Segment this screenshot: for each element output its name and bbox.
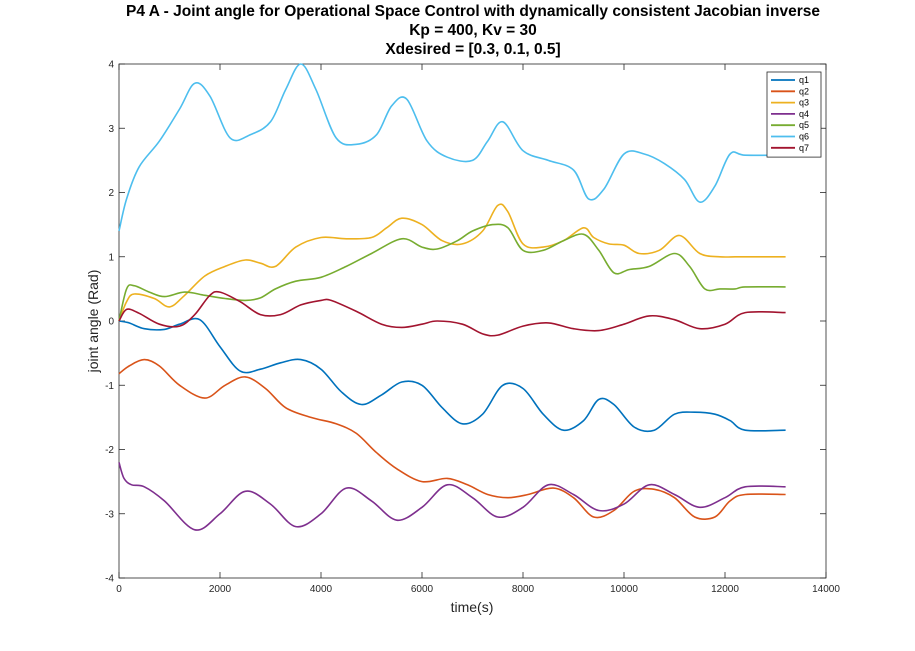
x-tick-label: 2000 xyxy=(209,584,232,595)
y-axis-label: joint angle (Rad) xyxy=(85,270,101,374)
legend-label-q6: q6 xyxy=(799,132,809,142)
x-tick-label: 6000 xyxy=(411,584,434,595)
legend-label-q4: q4 xyxy=(799,109,809,119)
y-tick-label: 3 xyxy=(108,124,114,135)
x-tick-label: 4000 xyxy=(310,584,333,595)
chart-title-group: P4 A - Joint angle for Operational Space… xyxy=(126,3,820,58)
y-tick-label: -2 xyxy=(105,445,114,456)
chart-title-line-2: Kp = 400, Kv = 30 xyxy=(409,22,537,39)
chart-title-line-3: Xdesired = [0.3, 0.1, 0.5] xyxy=(385,41,560,58)
y-tick-label: 4 xyxy=(108,60,114,71)
legend-label-q1: q1 xyxy=(799,75,809,85)
legend-label-q2: q2 xyxy=(799,86,809,96)
chart-title-line-1: P4 A - Joint angle for Operational Space… xyxy=(126,3,820,20)
x-axis: 0 2000 4000 6000 8000 10000 12000 14000 xyxy=(116,64,840,595)
y-tick-label: 1 xyxy=(108,252,114,263)
y-tick-label: -3 xyxy=(105,509,114,520)
legend-label-q5: q5 xyxy=(799,120,809,130)
legend-label-q3: q3 xyxy=(799,98,809,108)
plot-area xyxy=(118,63,827,579)
x-tick-label: 8000 xyxy=(512,584,535,595)
series-line-q4 xyxy=(118,462,786,531)
x-tick-label: 10000 xyxy=(610,584,638,595)
series-line-q7 xyxy=(118,290,786,337)
x-tick-label: 14000 xyxy=(812,584,840,595)
x-tick-label: 12000 xyxy=(711,584,739,595)
x-tick-label: 0 xyxy=(116,584,122,595)
y-axis: -4 -3 -2 -1 0 1 2 3 4 xyxy=(105,60,826,585)
series-line-q6 xyxy=(118,63,786,232)
y-tick-label: 2 xyxy=(108,188,114,199)
y-tick-label: -4 xyxy=(105,574,114,585)
series-line-q1 xyxy=(118,317,786,433)
y-tick-label: 0 xyxy=(108,317,114,328)
series-line-q5 xyxy=(118,223,786,322)
x-axis-label: time(s) xyxy=(451,599,494,615)
y-tick-label: -1 xyxy=(105,381,114,392)
series-line-q2 xyxy=(118,358,786,520)
series-lines xyxy=(118,63,786,531)
legend-label-q7: q7 xyxy=(799,143,809,153)
